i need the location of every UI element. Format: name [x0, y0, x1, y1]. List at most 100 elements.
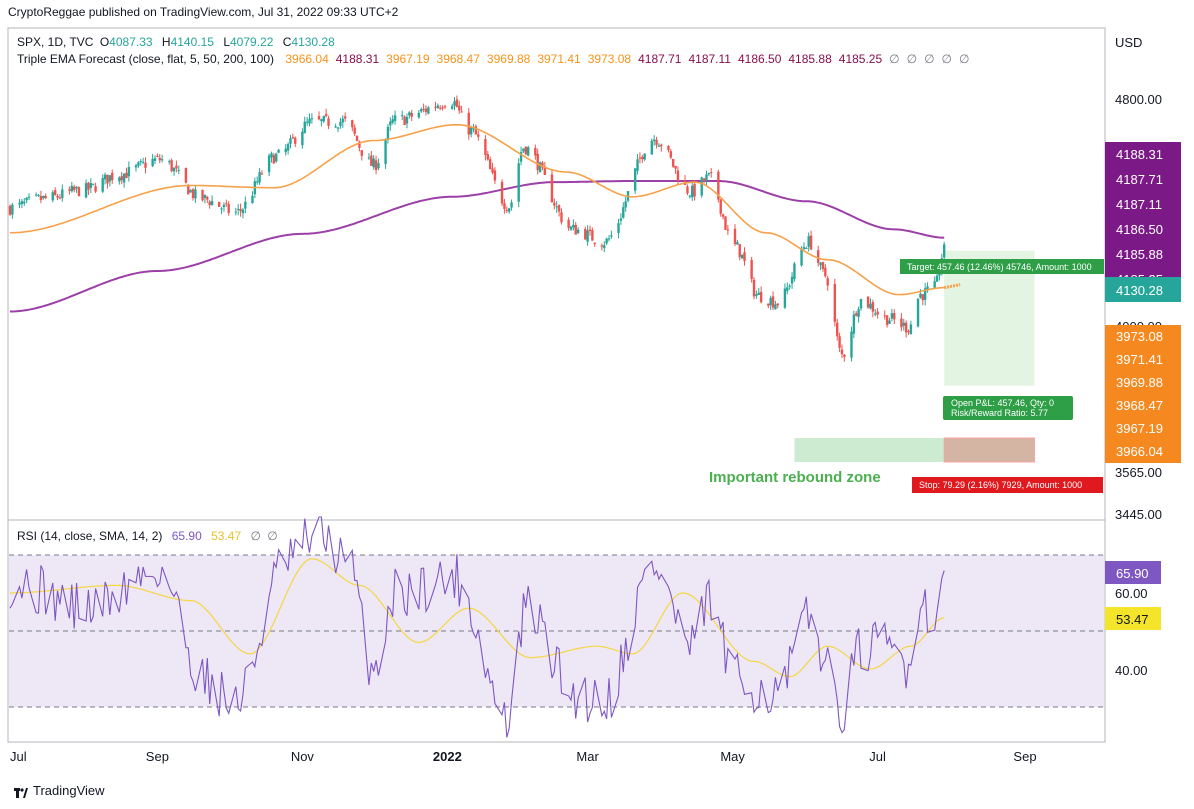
candle-body [700, 177, 703, 196]
candle-body [422, 108, 425, 110]
candle-body [127, 167, 131, 177]
candle-body [27, 196, 31, 198]
ema50-price-tag [1105, 371, 1181, 394]
candle-body [826, 278, 829, 286]
candle-body [691, 185, 694, 198]
rsi-value-tag [1105, 561, 1161, 584]
candle-body [869, 303, 872, 309]
candle-body [857, 309, 860, 317]
candle-body [201, 189, 204, 201]
indicator-value-8: 4187.11 [688, 52, 731, 66]
candle-body [208, 201, 211, 206]
candle-body [334, 126, 337, 128]
candle-body [526, 147, 530, 156]
last-close-tag [1105, 277, 1181, 302]
rsi-tick-label: 40.00 [1115, 663, 1148, 678]
candle-body [850, 331, 853, 358]
candle-body [584, 228, 587, 240]
candle-body [275, 153, 278, 162]
candle-body [702, 178, 706, 182]
candle-body [588, 229, 592, 232]
candle-body [39, 195, 43, 201]
candle-body [191, 189, 195, 199]
candle-body [607, 238, 611, 240]
candle-body [843, 354, 846, 357]
y-tick-label: 3445.00 [1115, 507, 1162, 522]
rsi-title: RSI (14, close, SMA, 14, 2) [17, 529, 163, 543]
candle-body [560, 212, 563, 223]
candle-body [289, 138, 292, 144]
candle-body [788, 285, 791, 287]
candle-body [888, 320, 891, 324]
candle-body [410, 112, 413, 117]
candle-body [669, 151, 673, 158]
candle-body [111, 172, 114, 181]
candle-body [477, 134, 480, 137]
candle-body [424, 108, 428, 112]
candle-body [222, 204, 226, 208]
candle-body [460, 111, 463, 113]
candle-body [20, 201, 24, 205]
candle-body [719, 199, 722, 214]
target-label-bg [900, 259, 1104, 274]
candle-body [840, 349, 844, 355]
candle-body [474, 126, 478, 135]
x-tick-label: Sep [1013, 749, 1036, 764]
candle-body [374, 160, 378, 171]
candle-body [636, 159, 639, 171]
candle-body [458, 105, 461, 111]
candle-body [439, 107, 442, 109]
candle-body [8, 205, 12, 215]
candle-body [469, 126, 473, 135]
ema200-price-label: 4187.11 [1116, 197, 1162, 212]
indicator-value-4: 3969.88 [486, 52, 531, 66]
candle-body [210, 200, 214, 206]
y-tick-label: 3565.00 [1115, 465, 1162, 480]
candle-body [890, 313, 894, 319]
candle-body [593, 242, 596, 245]
candle-body [769, 298, 772, 306]
candle-body [586, 230, 589, 242]
candle-body [427, 107, 430, 114]
indicator-value-7: 4187.71 [638, 52, 682, 66]
rsi-tick-label: 60.00 [1115, 586, 1148, 601]
x-tick-label: Nov [291, 749, 315, 764]
ema200-price-tag [1105, 242, 1181, 267]
candle-body [567, 219, 570, 228]
candle-body [358, 141, 361, 148]
candle-body [434, 106, 437, 108]
candle-body [141, 161, 145, 163]
candle-body [721, 214, 725, 217]
candle-body [310, 118, 314, 120]
candle-body [343, 116, 347, 119]
candle-body [372, 158, 375, 168]
x-tick-label: May [720, 749, 745, 764]
candle-body [519, 152, 523, 162]
candle-body [77, 187, 81, 197]
rsi-sma-label: 53.47 [1116, 612, 1149, 627]
candle-body [536, 153, 539, 171]
ohlc-close: C4130.28 [282, 35, 335, 49]
candle-body [726, 229, 730, 231]
candle-body [674, 165, 677, 169]
rsi-header: RSI (14, close, SMA, 14, 2) 65.90 53.47 … [17, 529, 281, 543]
candle-body [517, 163, 520, 202]
candle-body [339, 121, 342, 126]
candle-body [838, 336, 841, 348]
candle-body [783, 288, 787, 308]
rsi-sma-value: 53.47 [211, 529, 242, 543]
candle-body [805, 247, 808, 249]
pnl-label-bg [943, 396, 1073, 420]
candle-body [926, 286, 929, 290]
candle-body [893, 313, 896, 320]
rsi-value-label: 65.90 [1116, 566, 1149, 581]
ohlc-low: L4079.22 [223, 35, 274, 49]
candle-body [23, 201, 26, 204]
candle-body [103, 174, 107, 180]
candle-body [401, 115, 404, 117]
candle-body [472, 128, 475, 130]
rsi-sma-tag [1105, 607, 1161, 630]
candle-body [600, 245, 604, 247]
ema200-price-tag [1105, 167, 1181, 192]
